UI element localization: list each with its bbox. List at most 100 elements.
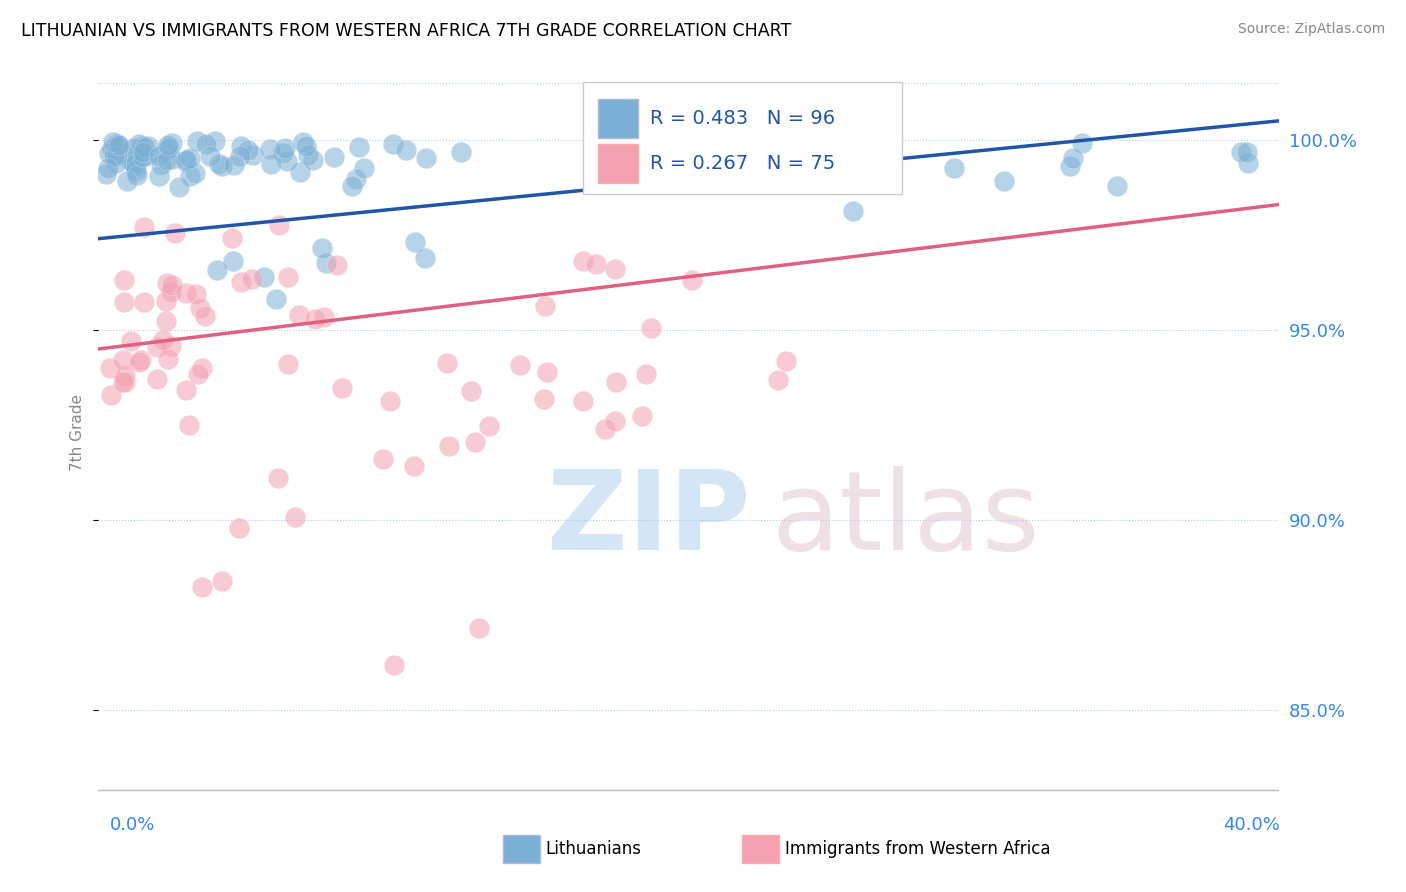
Point <box>155 314 177 328</box>
Point <box>160 153 183 167</box>
Point <box>136 139 159 153</box>
Point <box>572 394 595 409</box>
Point <box>229 275 252 289</box>
Point <box>450 145 472 159</box>
Point <box>236 143 259 157</box>
Point <box>415 152 437 166</box>
Point <box>311 241 333 255</box>
Point <box>322 150 344 164</box>
Point <box>373 451 395 466</box>
Point <box>533 392 555 406</box>
Text: R = 0.483   N = 96: R = 0.483 N = 96 <box>650 109 835 128</box>
Point <box>228 521 250 535</box>
Point <box>122 141 145 155</box>
Point <box>194 309 217 323</box>
Point <box>100 388 122 402</box>
Point <box>437 439 460 453</box>
Point <box>277 270 299 285</box>
Point <box>114 369 136 384</box>
Point <box>340 178 363 193</box>
Point <box>163 226 186 240</box>
Point <box>253 269 276 284</box>
Point <box>131 139 153 153</box>
Point <box>242 148 264 162</box>
Point <box>211 574 233 588</box>
Point <box>464 434 486 449</box>
Point <box>640 320 662 334</box>
Point <box>145 340 167 354</box>
Point <box>738 172 761 186</box>
Point <box>177 417 200 432</box>
Point <box>111 375 134 389</box>
Point <box>103 149 125 163</box>
Point <box>1059 159 1081 173</box>
Point <box>222 158 245 172</box>
Point <box>593 422 616 436</box>
Point <box>101 142 124 156</box>
Point <box>1230 145 1253 160</box>
Point <box>157 137 180 152</box>
Text: 0.0%: 0.0% <box>110 816 155 834</box>
Point <box>167 180 190 194</box>
Point <box>297 147 319 161</box>
Point <box>240 272 263 286</box>
Point <box>136 148 159 162</box>
Point <box>644 157 666 171</box>
Point <box>105 156 128 170</box>
Point <box>572 254 595 268</box>
Text: 40.0%: 40.0% <box>1223 816 1279 834</box>
Point <box>155 143 177 157</box>
Point <box>191 361 214 376</box>
Point <box>132 150 155 164</box>
Point <box>1107 178 1129 193</box>
Point <box>605 261 627 276</box>
Point <box>353 161 375 175</box>
Point <box>993 173 1015 187</box>
Point <box>125 164 148 178</box>
Point <box>107 139 129 153</box>
Point <box>288 308 311 322</box>
Point <box>132 145 155 160</box>
Point <box>205 263 228 277</box>
Point <box>120 334 142 348</box>
Point <box>155 293 177 308</box>
Point <box>115 174 138 188</box>
Point <box>1071 136 1094 151</box>
Point <box>1237 156 1260 170</box>
Point <box>681 273 703 287</box>
Point <box>200 149 222 163</box>
Text: Immigrants from Western Africa: Immigrants from Western Africa <box>785 840 1050 858</box>
Point <box>291 135 314 149</box>
Point <box>148 149 170 163</box>
Point <box>97 145 120 160</box>
Point <box>125 168 148 182</box>
Point <box>156 276 179 290</box>
Point <box>186 135 208 149</box>
Point <box>173 153 195 168</box>
Point <box>603 414 626 428</box>
Point <box>436 356 458 370</box>
Point <box>97 161 120 175</box>
Point <box>105 136 128 151</box>
Point <box>634 367 657 381</box>
Point <box>112 146 135 161</box>
Point <box>271 145 294 160</box>
Point <box>187 367 209 381</box>
Point <box>191 580 214 594</box>
Point <box>509 358 531 372</box>
Point <box>315 256 337 270</box>
Point <box>841 203 863 218</box>
Text: ZIP: ZIP <box>547 466 751 573</box>
Point <box>382 137 405 152</box>
Point <box>157 140 180 154</box>
Point <box>179 151 201 165</box>
Point <box>204 134 226 148</box>
Point <box>1062 151 1084 165</box>
Point <box>395 143 418 157</box>
Point <box>94 167 117 181</box>
Point <box>404 235 426 249</box>
Point <box>711 161 734 175</box>
Text: LITHUANIAN VS IMMIGRANTS FROM WESTERN AFRICA 7TH GRADE CORRELATION CHART: LITHUANIAN VS IMMIGRANTS FROM WESTERN AF… <box>21 22 792 40</box>
Point <box>277 357 299 371</box>
Point <box>228 149 250 163</box>
